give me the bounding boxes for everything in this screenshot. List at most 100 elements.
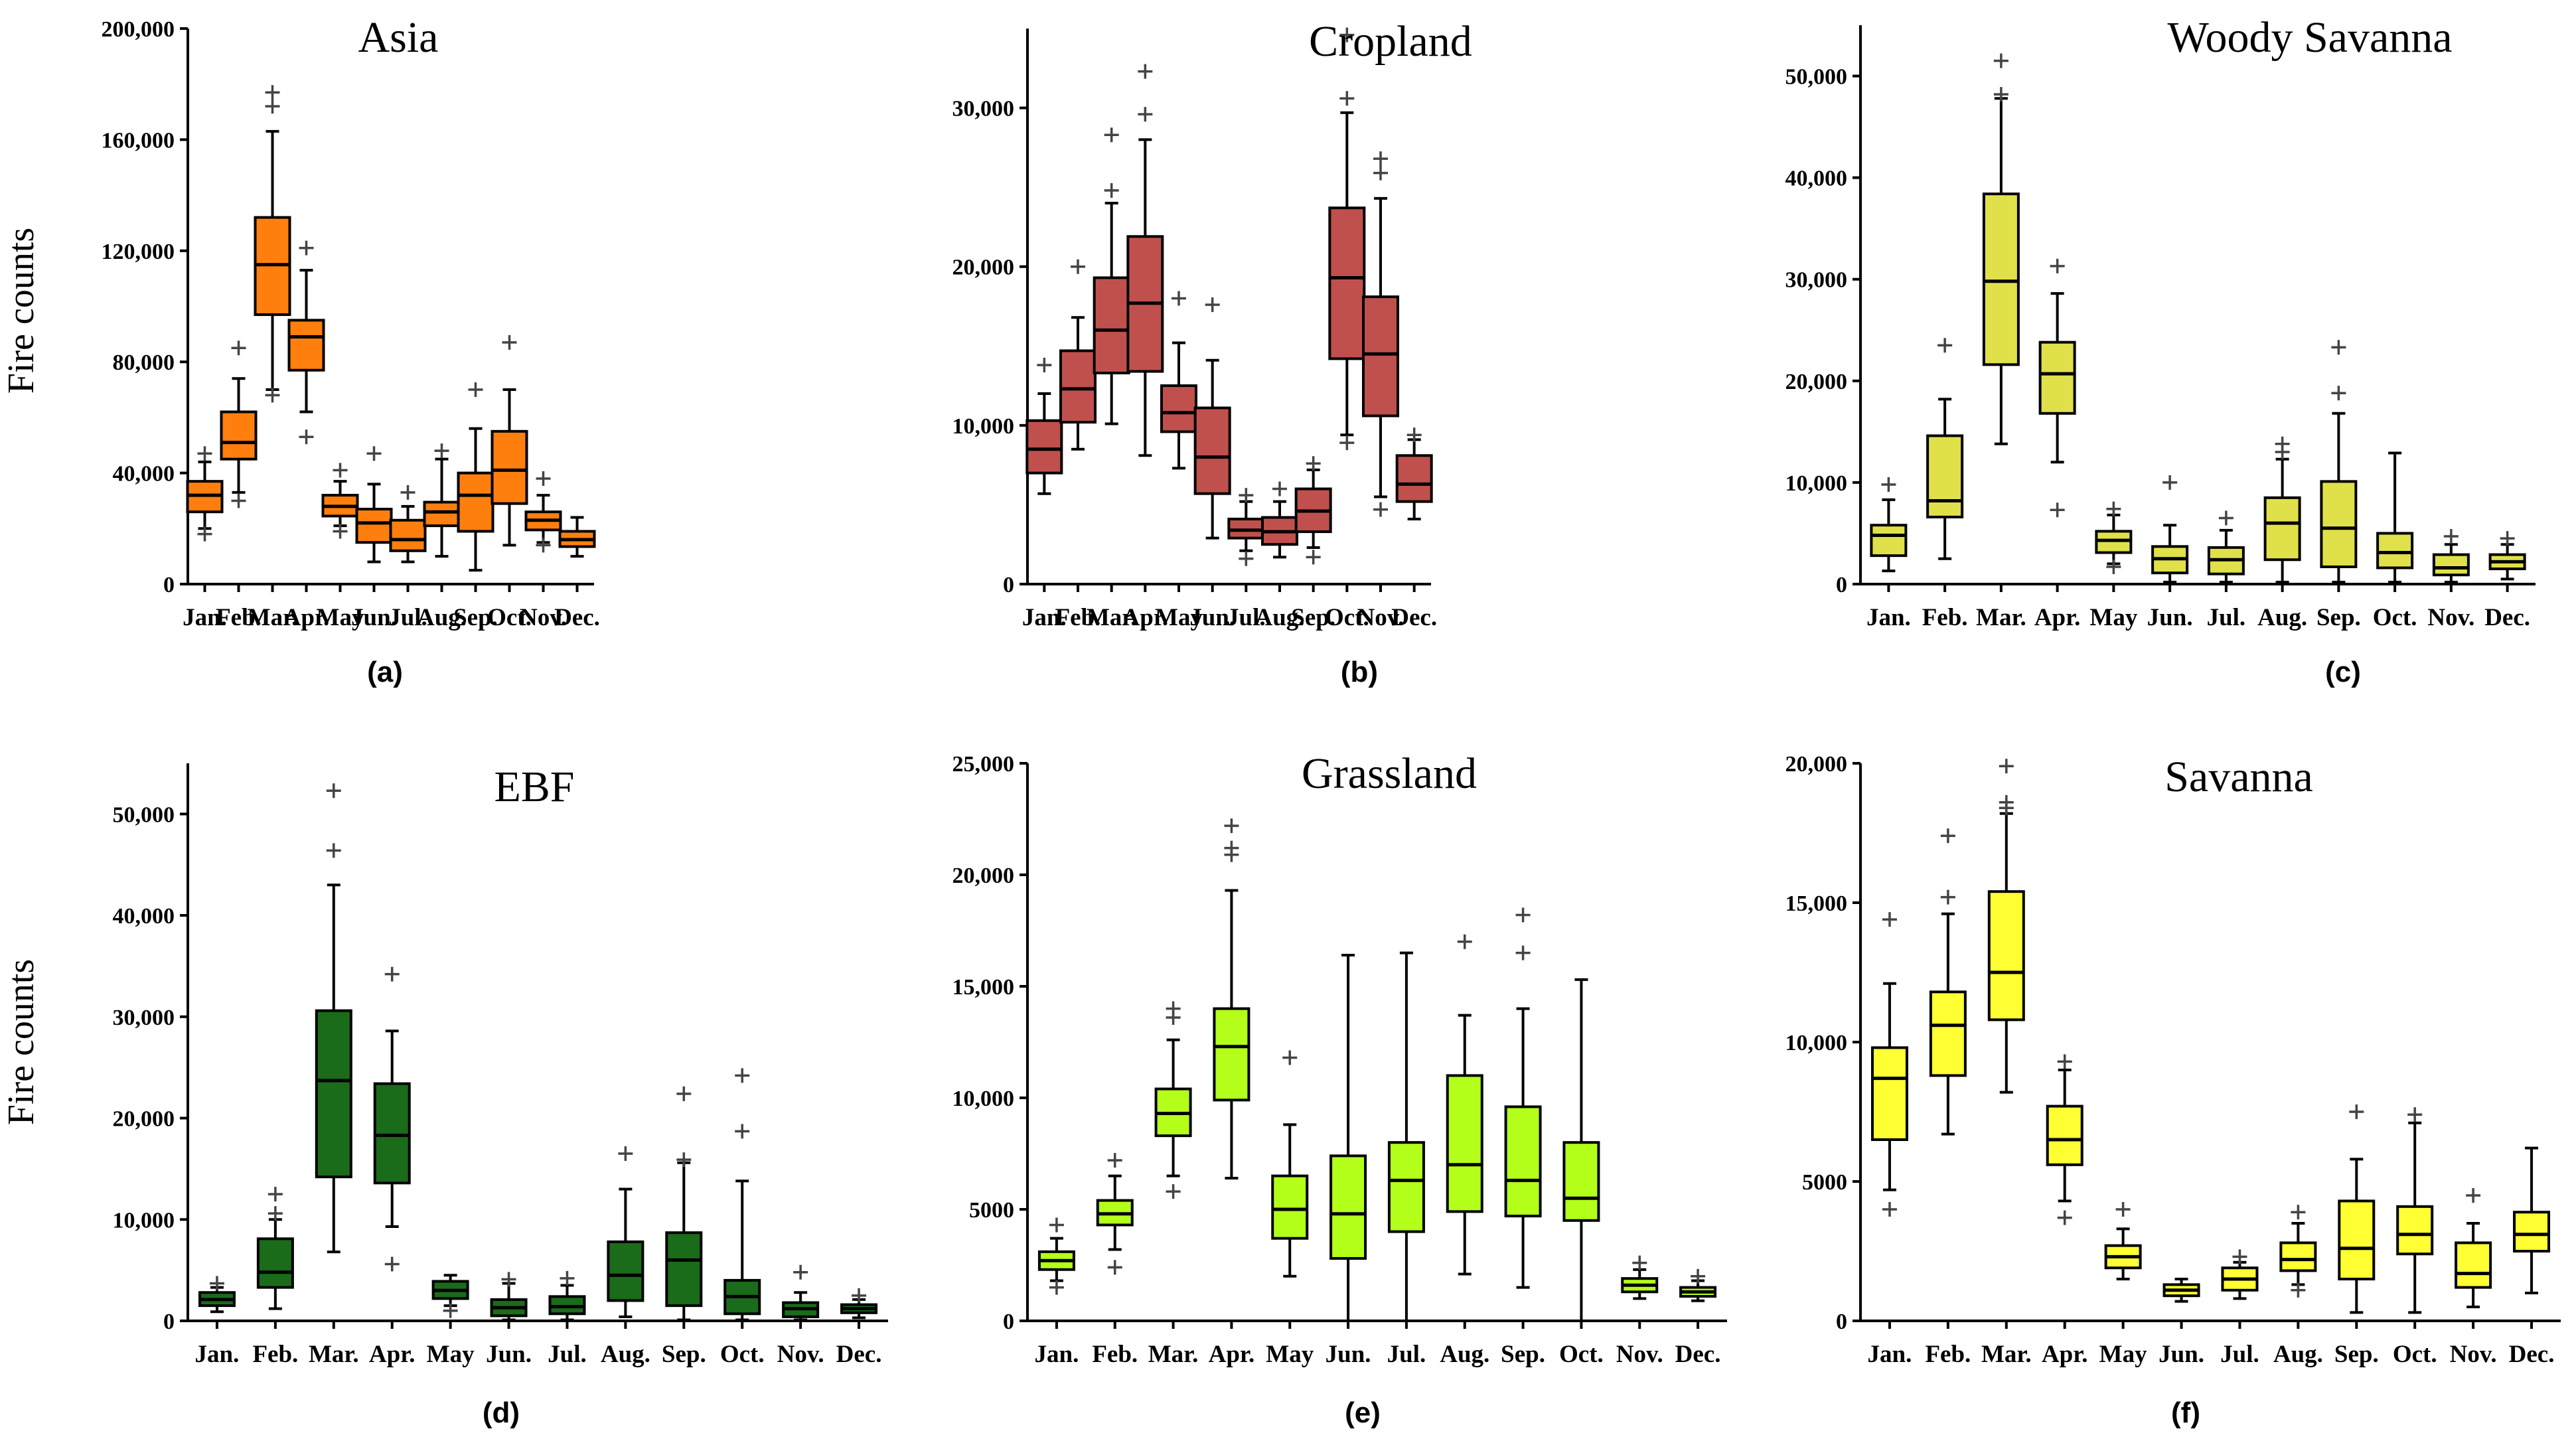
x-tick-label: Oct. [487, 604, 532, 631]
outlier-marker [793, 1264, 808, 1280]
outlier-marker [265, 99, 280, 114]
outlier-marker [1691, 1268, 1706, 1284]
outlier-marker [366, 446, 382, 461]
box-nov: Nov. [1357, 151, 1404, 631]
outlier-marker [1224, 818, 1239, 834]
box-jul: Jul. [1387, 951, 1426, 1368]
box-iqr [2046, 1104, 2084, 1166]
box-aug: Aug. [1440, 934, 1489, 1368]
box-iqr [1213, 1007, 1250, 1102]
x-tick-label: Feb. [252, 1341, 298, 1368]
box-aug: Aug. [2273, 1205, 2323, 1368]
outlier-marker [209, 1276, 224, 1291]
outlier-marker [384, 966, 400, 982]
x-tick-label: Dec. [836, 1341, 882, 1368]
box-iqr [1504, 1105, 1542, 1218]
outlier-marker [1457, 934, 1472, 949]
x-tick-label: Jan. [1866, 604, 1911, 631]
x-tick-label: Apr. [2034, 604, 2081, 631]
box-sep: Sep. [453, 382, 498, 631]
y-tick-label: 10,000 [1785, 1031, 1848, 1055]
y-tick-label: 0 [1836, 573, 1847, 597]
outlier-marker [468, 382, 483, 398]
outlier-marker [267, 1206, 283, 1221]
x-tick-label: Jun. [2159, 1341, 2204, 1368]
x-tick-label: Aug. [417, 604, 467, 631]
box-dec: Dec. [2509, 1146, 2554, 1368]
x-tick-label: Jul. [548, 1341, 587, 1368]
chart-panel-c: 0 10,000 20,000 30,000 40,000 50,000 Jan. Feb. M… [1785, 13, 2536, 688]
x-tick-label: Apr. [369, 1341, 416, 1368]
outlier-marker [1373, 502, 1388, 517]
x-tick-label: Nov. [2450, 1341, 2497, 1368]
outlier-marker [1937, 338, 1953, 353]
box-iqr [1328, 206, 1366, 360]
chart-panel-a: 0 40,000 80,000 120,000 160,000 200,000 Jan.Fe… [1, 13, 600, 688]
x-tick-label: Jan. [1868, 1341, 1912, 1368]
box-iqr [355, 508, 393, 544]
box-feb: Feb. [1055, 259, 1101, 631]
outlier-marker [1999, 759, 2014, 774]
outlier-marker [326, 783, 341, 798]
box-apr: Apr. [2042, 1054, 2087, 1368]
box-dec: Dec. [554, 516, 600, 631]
x-tick-label: Jul. [1387, 1341, 1426, 1368]
outlier-marker [1339, 27, 1355, 42]
y-tick-label: 50,000 [1785, 65, 1848, 90]
box-iqr [2396, 1205, 2434, 1256]
x-tick-label: Dec. [1391, 604, 1437, 631]
outlier-marker [2443, 529, 2459, 544]
outlier-marker [231, 341, 246, 356]
panel-label: (e) [1345, 1397, 1381, 1429]
outlier-marker [676, 1086, 692, 1101]
box-jun: Jun. [2147, 475, 2193, 631]
box-mar: Mar. [1148, 1001, 1198, 1368]
outlier-marker [1881, 477, 1896, 492]
outlier-marker [434, 443, 449, 459]
chart-title: Savanna [2164, 753, 2313, 801]
y-tick-label: 10,000 [113, 1208, 175, 1233]
x-tick-label: Mar. [309, 1341, 359, 1368]
box-may: May [2099, 1202, 2147, 1368]
outlier-marker [1104, 183, 1119, 198]
box-apr: Apr. [2034, 258, 2081, 631]
outlier-marker [2106, 501, 2121, 516]
box-nov: Nov. [2450, 1188, 2497, 1368]
outlier-marker [333, 524, 348, 539]
outlier-marker [1166, 1184, 1181, 1199]
y-tick-label: 10,000 [1785, 471, 1848, 496]
outlier-marker [2106, 559, 2121, 574]
y-tick-label: 0 [163, 1310, 175, 1334]
outlier-marker [265, 388, 280, 403]
outlier-marker [852, 1288, 867, 1303]
y-tick-label: 30,000 [952, 97, 1015, 121]
outlier-marker [1107, 1260, 1122, 1275]
x-tick-label: Apr. [1122, 604, 1169, 631]
box-iqr [1271, 1174, 1309, 1240]
outlier-marker [1282, 1050, 1298, 1065]
chart-panel-e: 0 5000 10,000 15,000 20,000 25,000 Jan. Feb. Mar… [952, 749, 1727, 1429]
outlier-marker [536, 538, 551, 553]
y-tick-label: 40,000 [1785, 167, 1848, 191]
outlier-marker [1515, 945, 1531, 960]
box-may: May [2089, 501, 2138, 631]
box-iqr [1093, 276, 1130, 374]
outlier-marker [1373, 165, 1388, 181]
outlier-marker [2331, 340, 2346, 355]
outlier-marker [1138, 107, 1153, 122]
x-tick-label: Nov. [1357, 604, 1404, 631]
y-tick-label: 40,000 [113, 462, 175, 487]
y-axis-label: Fire counts [1, 228, 42, 394]
outlier-marker [1306, 550, 1321, 565]
outlier-marker [2349, 1104, 2364, 1119]
y-tick-label: 20,000 [1785, 752, 1848, 777]
outlier-marker [536, 471, 551, 486]
outlier-marker [1882, 912, 1897, 927]
y-tick-label: 5000 [1802, 1170, 1847, 1195]
outlier-marker [1632, 1255, 1647, 1270]
x-tick-label: Feb. [1055, 604, 1101, 631]
box-iqr [2513, 1211, 2551, 1252]
box-iqr [2376, 532, 2414, 569]
x-tick-label: May [317, 604, 364, 631]
box-aug: Aug. [2257, 436, 2307, 631]
